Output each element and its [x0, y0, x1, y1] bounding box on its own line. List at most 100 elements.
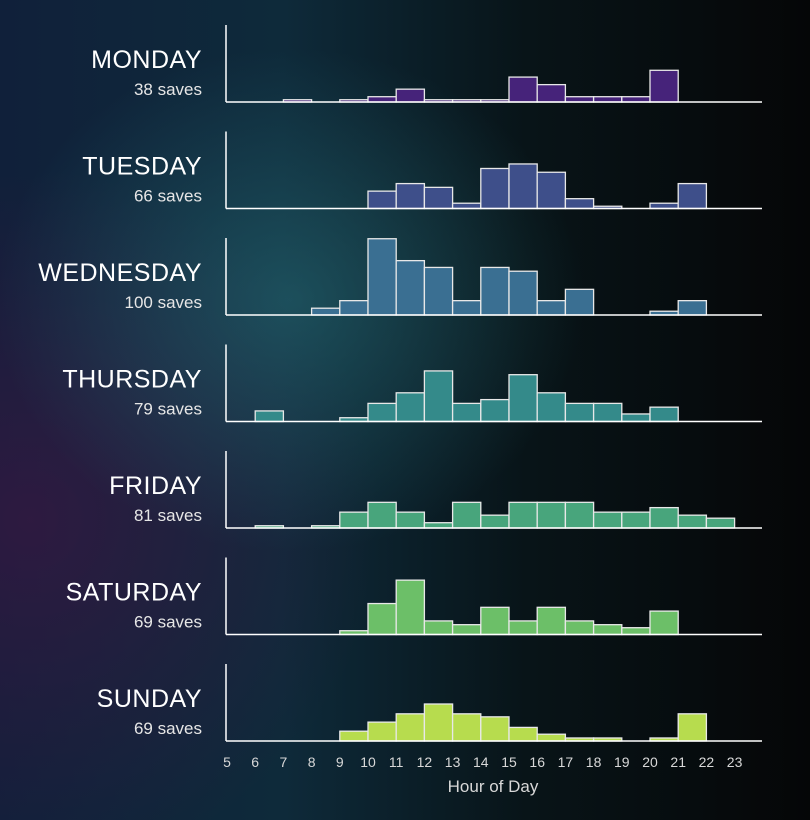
tuesday-bar-15 — [508, 163, 538, 210]
saturday-bar-18 — [592, 624, 623, 636]
thursday-bar-6 — [254, 410, 285, 423]
saturday-bar-19 — [621, 627, 651, 636]
sunday-bar-21 — [677, 713, 708, 742]
sunday-bar-15 — [508, 726, 538, 742]
thursday-bar-11 — [395, 392, 426, 423]
tuesday-saves-count: 66 saves — [134, 187, 202, 206]
x-tick-label-19: 19 — [614, 754, 630, 770]
monday-bar-15 — [508, 76, 538, 103]
friday-title: FRIDAY — [109, 472, 202, 500]
x-tick-label-9: 9 — [336, 754, 344, 770]
x-tick-label-10: 10 — [360, 754, 376, 770]
wednesday-bar-15 — [508, 270, 538, 316]
x-tick-label-8: 8 — [308, 754, 316, 770]
thursday-bar-14 — [480, 398, 510, 423]
sunday-bar-12 — [423, 703, 454, 742]
thursday-bar-12 — [423, 370, 454, 423]
saturday-bar-13 — [451, 624, 482, 636]
friday-saves-count: 81 saves — [134, 506, 202, 525]
sunday-title: SUNDAY — [97, 685, 202, 713]
tuesday-bar-17 — [564, 198, 595, 210]
x-tick-label-7: 7 — [280, 754, 288, 770]
saturday-bar-20 — [649, 610, 679, 636]
tuesday-bar-21 — [677, 182, 708, 210]
x-tick-label-18: 18 — [586, 754, 602, 770]
x-tick-label-13: 13 — [445, 754, 461, 770]
sunday-bar-13 — [451, 713, 482, 742]
sunday-bar-16 — [536, 733, 567, 742]
tuesday-bar-20 — [649, 202, 679, 210]
friday-bar-14 — [480, 514, 510, 529]
tuesday-bar-14 — [480, 167, 510, 210]
friday-bar-20 — [649, 506, 679, 529]
thursday-title: THURSDAY — [62, 366, 202, 394]
monday-bar-11 — [395, 88, 426, 103]
x-tick-label-17: 17 — [558, 754, 574, 770]
saturday-bar-12 — [423, 620, 454, 636]
x-tick-label-12: 12 — [417, 754, 433, 770]
x-tick-label-11: 11 — [389, 754, 404, 770]
monday-bar-10 — [367, 96, 397, 103]
thursday-bar-20 — [649, 406, 679, 423]
monday-bar-16 — [536, 83, 567, 103]
saturday-bar-14 — [480, 606, 510, 636]
thursday-bar-19 — [621, 413, 651, 423]
friday-bar-9 — [339, 511, 369, 529]
monday-bar-18 — [592, 96, 623, 103]
tuesday-bar-16 — [536, 171, 567, 210]
thursday-bar-10 — [367, 402, 397, 423]
monday-title: MONDAY — [91, 46, 202, 74]
sunday-bar-14 — [480, 716, 510, 742]
sunday-bar-10 — [367, 721, 397, 742]
monday-bar-17 — [564, 96, 595, 103]
friday-bar-16 — [536, 501, 567, 529]
monday-saves-count: 38 saves — [134, 80, 202, 99]
thursday-bar-15 — [508, 374, 538, 423]
tuesday-bar-10 — [367, 190, 397, 210]
saturday-saves-count: 69 saves — [134, 613, 202, 632]
wednesday-bar-16 — [536, 300, 567, 316]
saturday-bar-16 — [536, 606, 567, 636]
x-tick-label-5: 5 — [223, 754, 231, 770]
x-tick-label-20: 20 — [642, 754, 658, 770]
sunday-bar-9 — [339, 730, 369, 742]
friday-bar-13 — [451, 501, 482, 529]
tuesday-bar-11 — [395, 182, 426, 210]
thursday-saves-count: 79 saves — [134, 400, 202, 419]
saturday-bar-17 — [564, 620, 595, 636]
thursday-bar-16 — [536, 392, 567, 423]
x-tick-label-16: 16 — [529, 754, 545, 770]
friday-bar-10 — [367, 501, 397, 529]
saturday-bar-11 — [395, 579, 426, 636]
x-tick-label-22: 22 — [699, 754, 715, 770]
friday-bar-12 — [423, 522, 454, 529]
tuesday-bar-13 — [451, 202, 482, 210]
wednesday-bar-12 — [423, 266, 454, 316]
x-tick-label-21: 21 — [670, 754, 686, 770]
wednesday-bar-21 — [677, 300, 708, 316]
friday-bar-11 — [395, 511, 426, 529]
friday-bar-21 — [677, 514, 708, 529]
wednesday-bar-13 — [451, 300, 482, 316]
thursday-bar-18 — [592, 402, 623, 423]
saturday-bar-10 — [367, 602, 397, 636]
tuesday-bar-12 — [423, 186, 454, 210]
x-tick-label-6: 6 — [251, 754, 259, 770]
x-tick-label-15: 15 — [501, 754, 517, 770]
wednesday-bar-14 — [480, 266, 510, 316]
sunday-bar-11 — [395, 713, 426, 742]
wednesday-bar-11 — [395, 259, 426, 316]
friday-bar-19 — [621, 511, 651, 529]
wednesday-bar-10 — [367, 238, 397, 316]
friday-bar-15 — [508, 501, 538, 529]
x-axis-title: Hour of Day — [448, 777, 539, 796]
sunday-saves-count: 69 saves — [134, 719, 202, 738]
x-tick-label-23: 23 — [727, 754, 743, 770]
saturday-title: SATURDAY — [66, 579, 202, 607]
wednesday-saves-count: 100 saves — [125, 293, 203, 312]
tuesday-title: TUESDAY — [82, 153, 202, 181]
wednesday-bar-17 — [564, 288, 595, 316]
wednesday-bar-8 — [310, 307, 341, 316]
thursday-bar-17 — [564, 402, 595, 423]
